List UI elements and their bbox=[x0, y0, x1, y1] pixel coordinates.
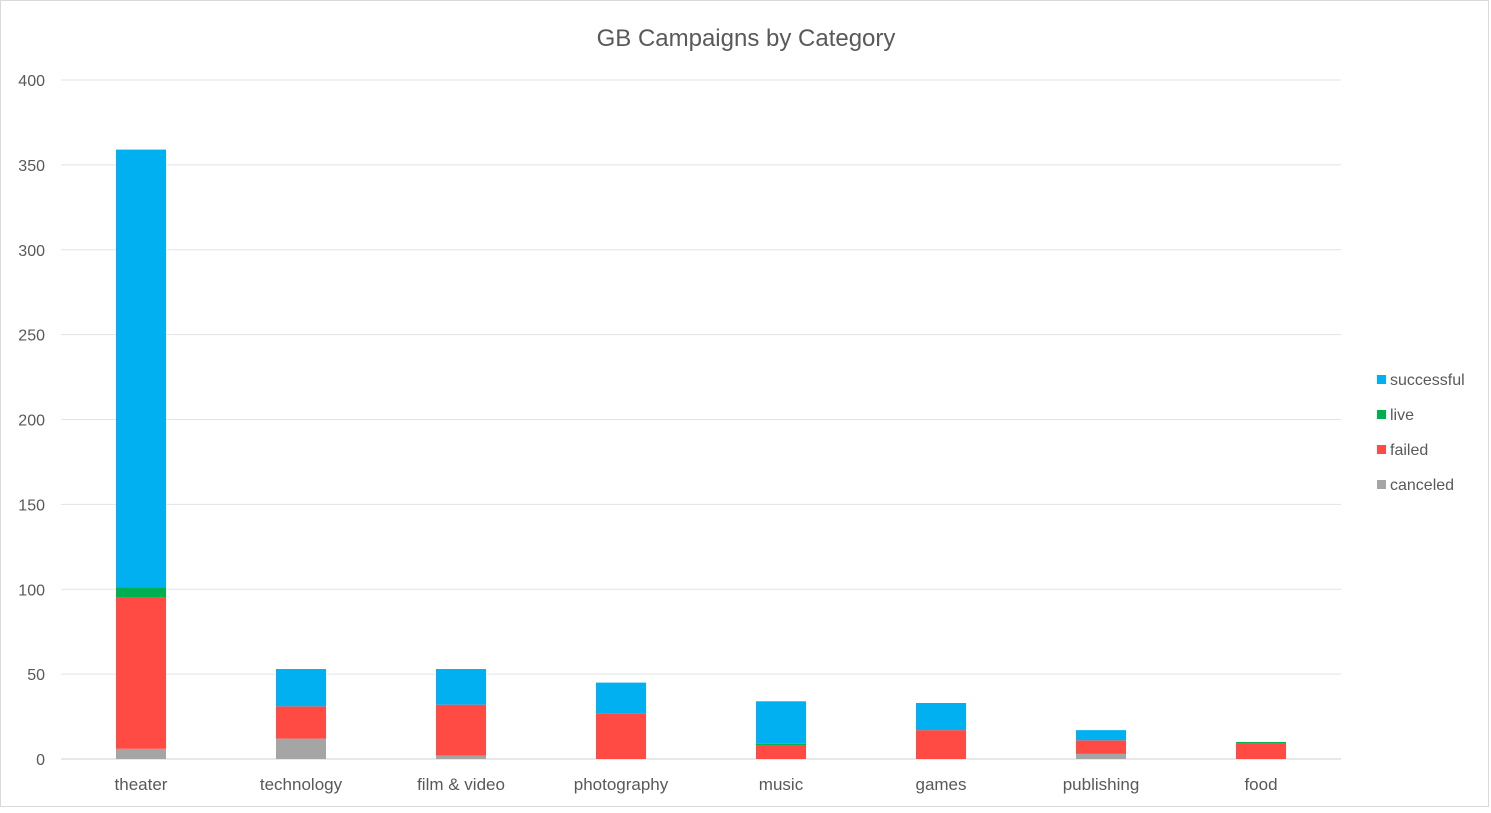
legend: successful live failed canceled bbox=[1377, 372, 1465, 494]
bars bbox=[116, 149, 1286, 759]
bar-technology-canceled bbox=[276, 738, 326, 759]
legend-label: live bbox=[1390, 407, 1414, 424]
x-tick-label: food bbox=[1244, 775, 1277, 794]
x-tick-label: photography bbox=[574, 775, 669, 794]
bar-music-live bbox=[756, 743, 806, 746]
x-tick-label: theater bbox=[115, 775, 168, 794]
bar-theater-canceled bbox=[116, 748, 166, 759]
y-tick-label: 100 bbox=[18, 582, 45, 599]
bar-film-video-canceled bbox=[436, 755, 486, 759]
y-tick-label: 0 bbox=[36, 752, 45, 769]
x-tick-label: music bbox=[759, 775, 804, 794]
bar-publishing-canceled bbox=[1076, 753, 1126, 759]
y-tick-label: 150 bbox=[18, 497, 45, 514]
legend-swatch bbox=[1377, 480, 1386, 489]
y-tick-label: 350 bbox=[18, 158, 45, 175]
legend-label: failed bbox=[1390, 442, 1428, 459]
bar-theater-failed bbox=[116, 597, 166, 749]
gridlines bbox=[61, 79, 1341, 760]
bar-photography-failed bbox=[596, 713, 646, 759]
bar-publishing-failed bbox=[1076, 740, 1126, 754]
bar-theater-live bbox=[116, 587, 166, 598]
legend-label: canceled bbox=[1390, 477, 1454, 494]
x-tick-label: technology bbox=[260, 775, 343, 794]
x-tick-label: publishing bbox=[1063, 775, 1140, 794]
bar-photography-successful bbox=[596, 682, 646, 714]
bar-games-successful bbox=[916, 702, 966, 731]
y-tick-label: 250 bbox=[18, 328, 45, 345]
legend-item-canceled: canceled bbox=[1377, 477, 1454, 494]
legend-item-successful: successful bbox=[1377, 372, 1465, 389]
bar-theater-successful bbox=[116, 149, 166, 588]
legend-label: successful bbox=[1390, 372, 1465, 389]
legend-item-live: live bbox=[1377, 407, 1414, 424]
legend-swatch bbox=[1377, 410, 1386, 419]
bar-technology-successful bbox=[276, 669, 326, 707]
bar-film-video-failed bbox=[436, 704, 486, 756]
y-tick-label: 200 bbox=[18, 413, 45, 430]
bar-technology-failed bbox=[276, 706, 326, 739]
bar-games-failed bbox=[916, 730, 966, 759]
legend-item-failed: failed bbox=[1377, 442, 1428, 459]
y-tick-label: 300 bbox=[18, 243, 45, 260]
x-tick-label: film & video bbox=[417, 775, 505, 794]
bar-film-video-successful bbox=[436, 669, 486, 705]
y-tick-label: 400 bbox=[18, 73, 45, 90]
bar-music-successful bbox=[756, 701, 806, 744]
chart-title: GB Campaigns by Category bbox=[597, 25, 896, 52]
legend-swatch bbox=[1377, 375, 1386, 384]
bar-music-failed bbox=[756, 745, 806, 759]
bar-food-failed bbox=[1236, 743, 1286, 759]
x-tick-label: games bbox=[915, 775, 966, 794]
y-tick-label: 50 bbox=[27, 667, 45, 684]
bar-food-live bbox=[1236, 742, 1286, 744]
bar-publishing-successful bbox=[1076, 730, 1126, 741]
y-axis-ticks: 0 50 100 150 200 250 300 350 400 bbox=[18, 73, 45, 769]
x-axis-ticks: theater technology film & video photography… bbox=[115, 775, 1278, 794]
legend-swatch bbox=[1377, 445, 1386, 454]
